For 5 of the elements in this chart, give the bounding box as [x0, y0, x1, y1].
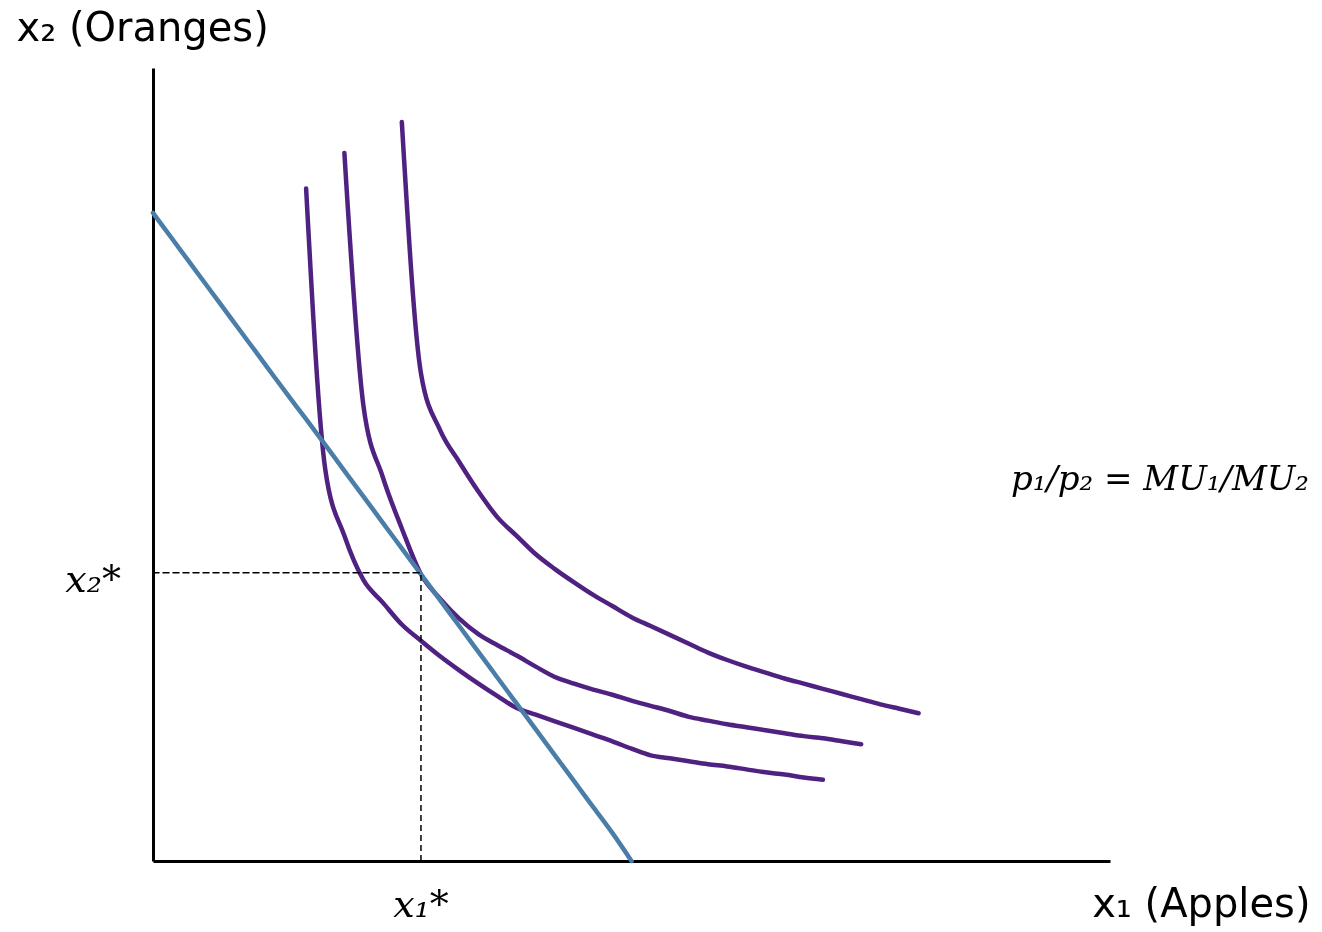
y-axis-title: x₂ (Oranges) [16, 3, 269, 50]
text: x₁* [393, 882, 449, 926]
annotation: p₁/p₂ = MU₁/MU₂ [1011, 458, 1309, 498]
text: x₂* [65, 556, 121, 601]
x-axis-title: x₁ (Apples) [1092, 879, 1311, 926]
